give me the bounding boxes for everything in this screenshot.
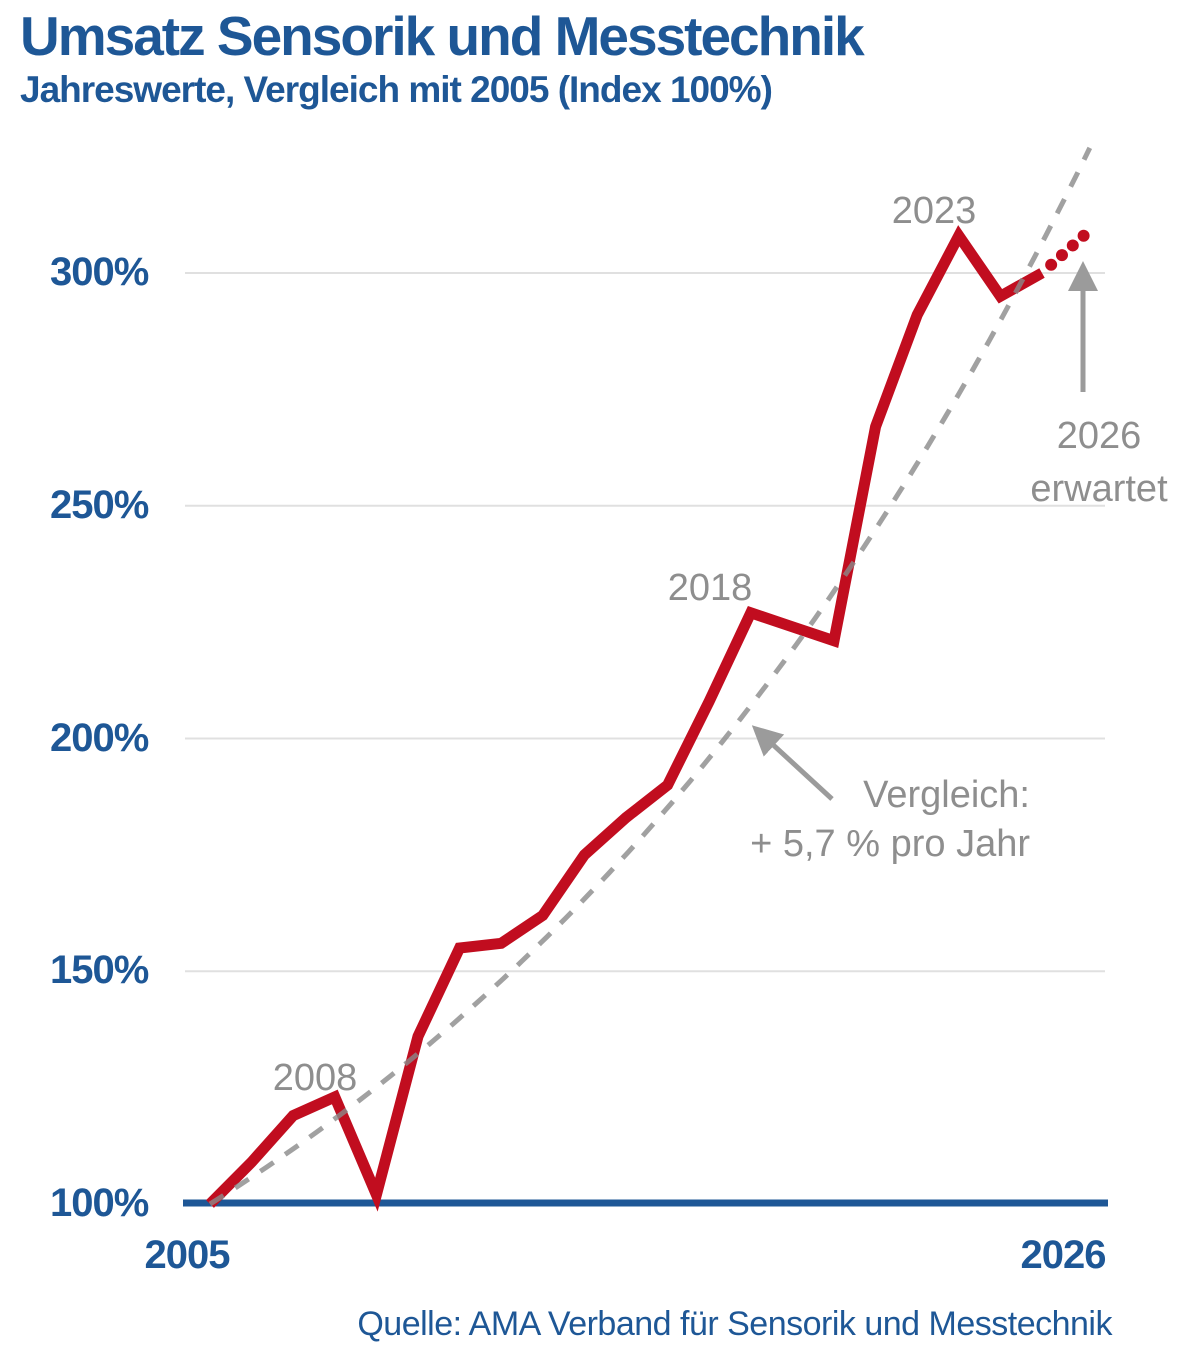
annotation-trend-line1: Vergleich: xyxy=(863,774,1030,816)
chart-title: Umsatz Sensorik und Messtechnik xyxy=(20,5,865,67)
x-axis-label-2026: 2026 xyxy=(1020,1233,1107,1277)
annotation-2026-expected: 2026 erwartet xyxy=(969,410,1200,516)
annotation-trend: Vergleich: + 5,7 % pro Jahr xyxy=(640,771,1030,869)
trend-arrow xyxy=(751,725,834,801)
revenue-line xyxy=(206,225,1045,1212)
forecast-dot xyxy=(1055,249,1068,262)
forecast-dot xyxy=(1045,258,1058,271)
annotation-2008: 2008 xyxy=(272,1057,358,1099)
source-note: Quelle: AMA Verband für Sensorik und Mes… xyxy=(357,1305,1112,1343)
forecast-dots xyxy=(1045,229,1090,271)
y-axis-label: 250% xyxy=(50,482,149,527)
gridlines xyxy=(185,272,1105,973)
annotation-2023: 2023 xyxy=(891,190,977,232)
annotation-2026-line1: 2026 xyxy=(1056,415,1142,457)
annotation-2018: 2018 xyxy=(667,567,753,609)
forecast-dot xyxy=(1066,239,1079,252)
annotation-2026-line2: erwartet xyxy=(1030,468,1168,510)
forecast-dot xyxy=(1077,229,1090,242)
y-axis-label: 300% xyxy=(50,250,149,294)
chart-subtitle: Jahreswerte, Vergleich mit 2005 (Index 1… xyxy=(20,69,773,110)
y-axis-label: 150% xyxy=(50,948,149,993)
y-axis-label: 200% xyxy=(50,715,149,760)
x-axis-label-2005: 2005 xyxy=(144,1233,231,1277)
trend-line xyxy=(208,146,1093,1207)
annotation-trend-line2: + 5,7 % pro Jahr xyxy=(750,823,1030,865)
y-axis-label: 100% xyxy=(50,1181,149,1225)
